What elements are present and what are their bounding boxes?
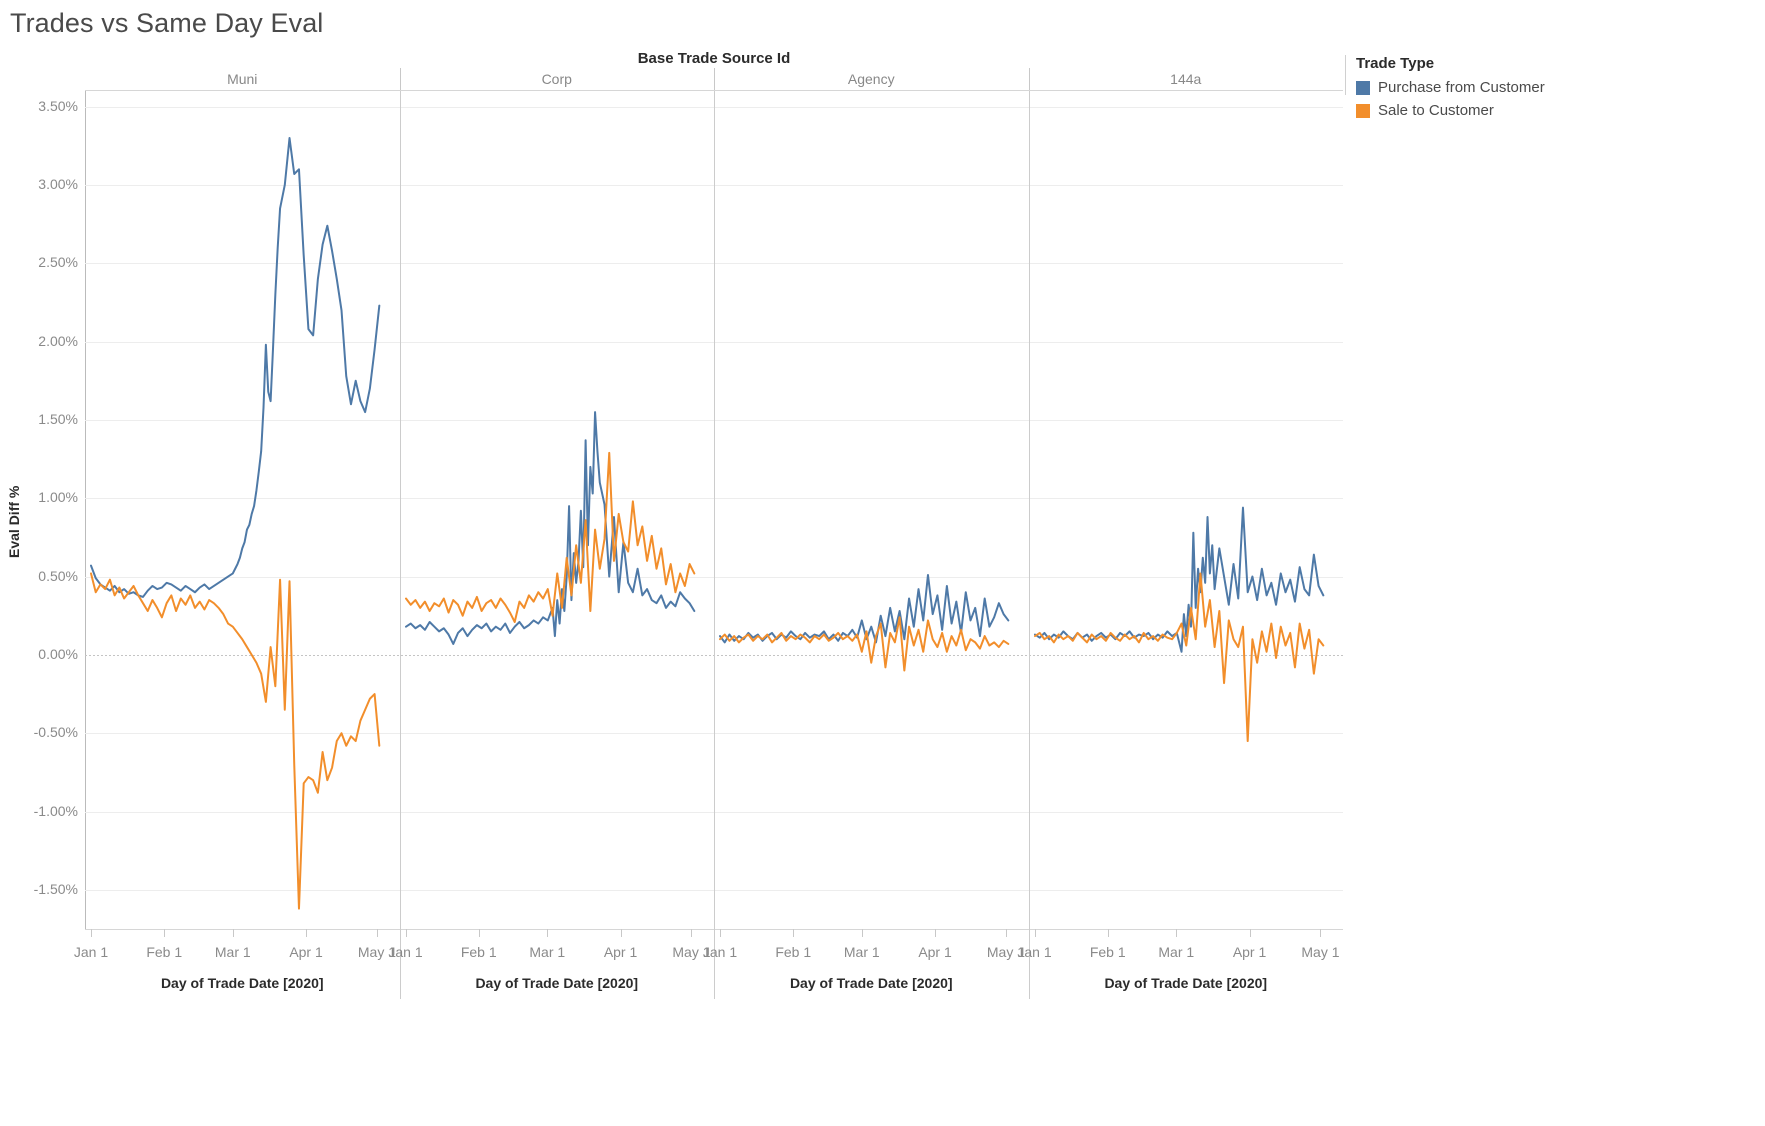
y-axis-tick-label: 1.50% (38, 410, 78, 427)
x-axis-tick-label: Mar 1 (214, 944, 251, 960)
x-axis-title: Day of Trade Date [2020] (160, 975, 324, 991)
panel-plot-muni (85, 91, 400, 929)
line-purchase-from-customer (719, 574, 1010, 644)
x-axis-tick-mark (793, 929, 795, 937)
line-sale-to-customer (90, 572, 381, 910)
x-axis-title: Day of Trade Date [2020] (1104, 975, 1268, 991)
legend: Trade Type Purchase from Customer Sale to… (1356, 55, 1756, 122)
x-axis-tick-label: May 1 (1301, 944, 1340, 960)
legend-swatch-icon (1356, 103, 1370, 118)
x-axis-tick-mark (691, 929, 693, 937)
legend-swatch-icon (1356, 80, 1370, 95)
x-axis-tick-mark (405, 929, 407, 937)
x-axis-tick-label: Apr 1 (1232, 944, 1267, 960)
panel-plot-144a (1029, 91, 1344, 929)
x-axis-tick-mark (861, 929, 863, 937)
x-axis-tick-label: Mar 1 (843, 944, 880, 960)
x-axis-tick-mark (164, 929, 166, 937)
x-axis-tick-mark (720, 929, 721, 937)
x-axis-tick-label: Jan 1 (73, 944, 109, 960)
y-axis-line (85, 91, 86, 929)
x-axis-tick-mark (376, 929, 378, 937)
panel-header-agency: Agency (847, 71, 895, 87)
x-axis-tick-label: Feb 1 (1089, 944, 1126, 960)
legend-items: Purchase from Customer Sale to Customer (1356, 76, 1756, 122)
x-panel-divider (1028, 929, 1030, 999)
line-purchase-from-customer (90, 136, 381, 598)
panel-header-tick (1028, 68, 1030, 90)
x-panel-divider (714, 929, 715, 999)
x-axis-tick-label: May 1 (672, 944, 711, 960)
x-axis-tick-label: Mar 1 (1158, 944, 1195, 960)
panel-plot-agency (714, 91, 1029, 929)
y-axis-tick-label: 0.50% (38, 567, 78, 584)
y-axis-tick-label: 2.00% (38, 332, 78, 349)
x-axis-tick-label: Jan 1 (702, 944, 738, 960)
line-sale-to-customer (719, 616, 1010, 672)
x-axis-tick-mark (478, 929, 480, 937)
legend-item-1[interactable]: Sale to Customer (1356, 99, 1756, 122)
x-axis-tick-label: Jan 1 (1017, 944, 1052, 960)
y-axis-tick-label: 3.00% (38, 175, 78, 192)
x-axis-tick-mark (1320, 929, 1322, 937)
x-axis-tick-mark (1034, 929, 1036, 937)
panel-header-muni: Muni (227, 71, 258, 87)
y-axis-tick-label: 3.50% (38, 97, 78, 114)
panel-header-tick (714, 68, 715, 90)
line-purchase-from-customer (1033, 506, 1324, 653)
panel-plot-corp (400, 91, 715, 929)
x-axis-tick-mark (91, 929, 92, 937)
x-axis-tick-label: Apr 1 (289, 944, 323, 960)
panel-divider (399, 91, 401, 929)
legend-item-label: Purchase from Customer (1378, 79, 1545, 96)
x-axis-tick-label: May 1 (986, 944, 1026, 960)
legend-item-0[interactable]: Purchase from Customer (1356, 76, 1756, 99)
page-title: Trades vs Same Day Eval (10, 8, 324, 38)
x-axis-tick-mark (1249, 929, 1251, 937)
x-axis-tick-mark (1107, 929, 1109, 937)
line-sale-to-customer (1033, 572, 1324, 743)
panel-header-144a: 144a (1170, 71, 1202, 87)
y-axis-tick-label: -0.50% (33, 724, 78, 741)
x-axis-tick-label: Apr 1 (918, 944, 952, 960)
x-panel-divider (399, 929, 401, 999)
x-axis-tick-mark (232, 929, 234, 937)
x-axis-tick-mark (1005, 929, 1007, 937)
y-axis-tick-label: 0.00% (38, 645, 78, 662)
panel-header-tick (399, 68, 401, 90)
x-axis-tick-label: Mar 1 (529, 944, 566, 960)
x-axis-tick-mark (935, 929, 937, 937)
x-axis-tick-label: Feb 1 (460, 944, 497, 960)
x-axis-tick-label: Feb 1 (775, 944, 812, 960)
x-axis-title: Day of Trade Date [2020] (789, 975, 953, 991)
panel-header-corp: Corp (541, 71, 572, 87)
x-axis-tick-mark (547, 929, 549, 937)
x-axis-tick-label: Jan 1 (388, 944, 423, 960)
x-axis-tick-label: May 1 (357, 944, 397, 960)
x-axis-tick-label: Feb 1 (146, 944, 183, 960)
y-axis-tick-label: 1.00% (38, 489, 78, 506)
x-axis-tick-mark (620, 929, 622, 937)
legend-item-label: Sale to Customer (1378, 102, 1494, 119)
panel-divider (714, 91, 715, 929)
legend-divider (1345, 55, 1346, 95)
legend-title: Trade Type (1356, 55, 1435, 72)
line-sale-to-customer (404, 451, 695, 623)
column-band-title: Base Trade Source Id (637, 50, 791, 67)
x-axis-tick-mark (1176, 929, 1178, 937)
plot-area (85, 91, 1343, 929)
y-axis-tick-label: -1.50% (33, 880, 78, 897)
header-rule (85, 90, 1343, 91)
panel-divider (1028, 91, 1030, 929)
x-axis-tick-label: Apr 1 (603, 944, 638, 960)
y-axis-tick-label: 2.50% (38, 254, 78, 271)
x-axis-tick-mark (306, 929, 308, 937)
y-axis-tick-label: -1.00% (33, 802, 78, 819)
x-axis-title: Day of Trade Date [2020] (475, 975, 639, 991)
